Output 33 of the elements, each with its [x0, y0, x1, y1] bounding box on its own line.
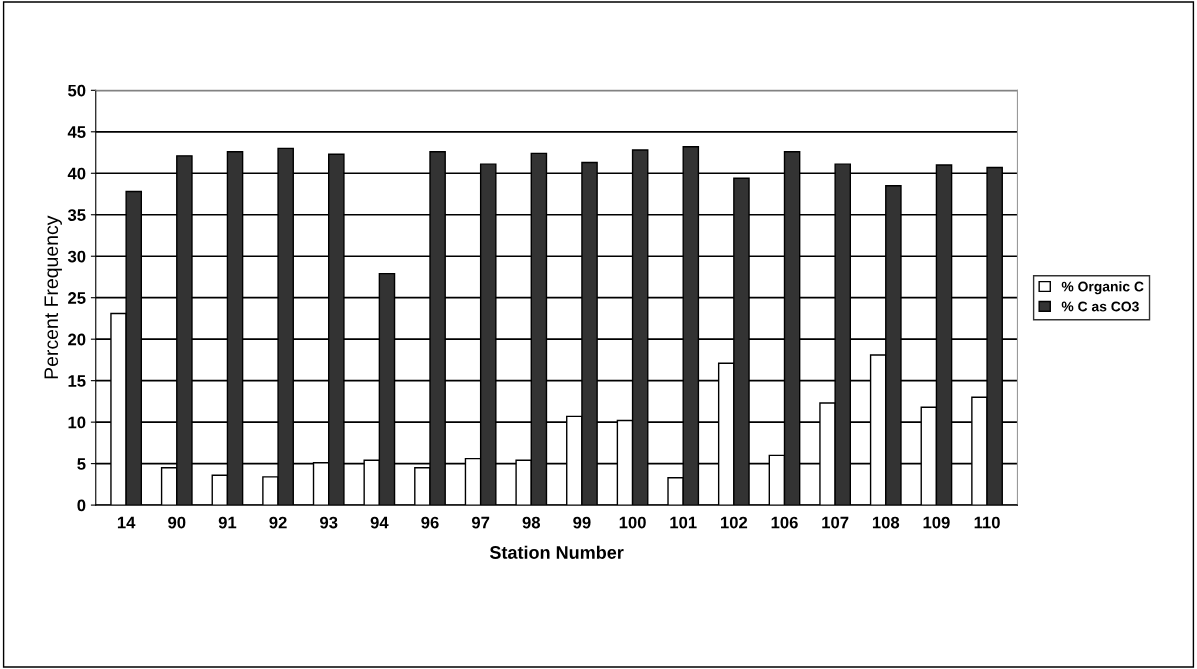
x-tick-label: 93 — [320, 516, 338, 529]
legend-label: % Organic C — [1061, 281, 1144, 295]
x-tick-label: 96 — [421, 516, 439, 529]
x-tick-label: 106 — [771, 516, 798, 529]
y-tick-label: 50 — [68, 84, 86, 97]
y-tick-label: 20 — [68, 333, 86, 346]
x-tick-label: 109 — [923, 516, 950, 529]
y-tick-label: 5 — [77, 458, 86, 470]
x-tick-label: 102 — [721, 516, 748, 529]
legend-label: % C as CO3 — [1061, 301, 1139, 312]
y-axis-title: Percent Frequency — [44, 215, 62, 379]
x-tick-label: 108 — [872, 516, 900, 529]
x-tick-label: 107 — [822, 516, 849, 529]
x-tick-label: 92 — [269, 516, 287, 529]
y-tick-label: 45 — [67, 126, 86, 138]
x-tick-label: 99 — [573, 516, 591, 529]
x-tick-label: 97 — [471, 516, 490, 529]
y-tick-label: 10 — [68, 416, 86, 429]
y-tick-label: 0 — [77, 499, 86, 512]
y-tick-label: 40 — [67, 167, 86, 180]
x-tick-label: 110 — [974, 516, 1000, 529]
x-tick-label: 98 — [522, 516, 541, 529]
x-tick-label: 100 — [619, 516, 646, 529]
y-tick-label: 35 — [67, 209, 86, 221]
x-axis-title: Station Number — [489, 545, 624, 559]
x-tick-label: 14 — [117, 516, 136, 529]
y-tick-label: 25 — [68, 292, 86, 304]
x-tick-label: 91 — [218, 516, 237, 529]
y-tick-label: 15 — [68, 375, 86, 387]
x-tick-label: 94 — [370, 516, 389, 529]
x-tick-label: 101 — [670, 516, 697, 529]
x-tick-label: 90 — [168, 516, 186, 529]
y-tick-label: 30 — [67, 250, 86, 263]
